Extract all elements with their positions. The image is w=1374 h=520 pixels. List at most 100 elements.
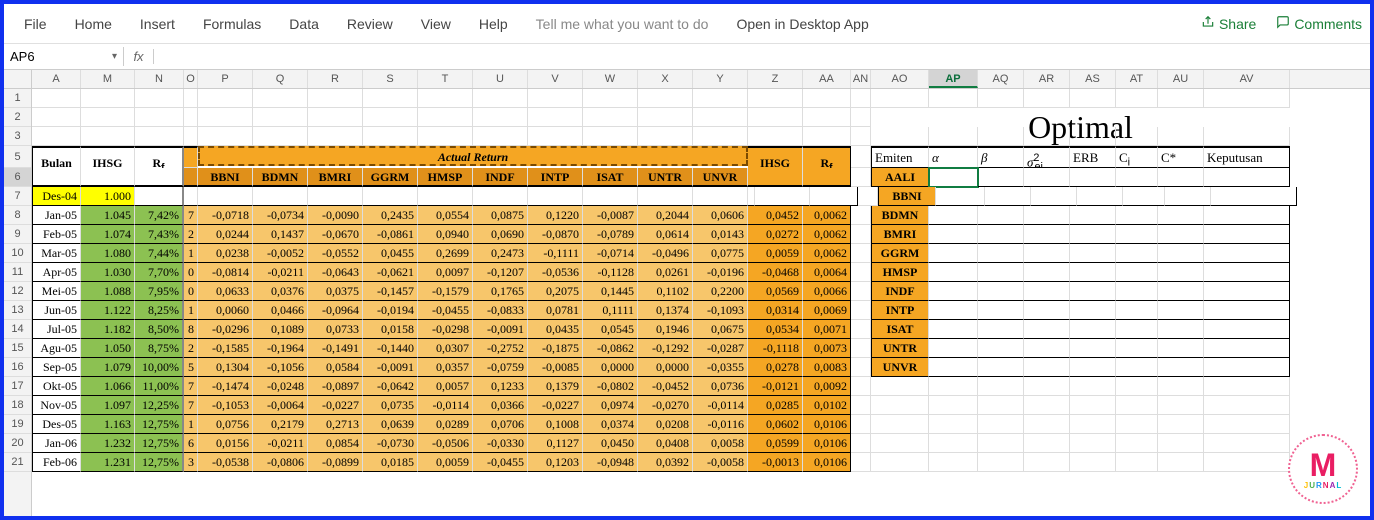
- cell[interactable]: 7,42%: [135, 206, 184, 225]
- cell[interactable]: Agu-05: [32, 339, 81, 358]
- cell[interactable]: 0,0569: [748, 282, 803, 301]
- cell[interactable]: [851, 89, 871, 108]
- cell[interactable]: 0,0756: [198, 415, 253, 434]
- cell[interactable]: BBNI: [878, 187, 936, 206]
- cell[interactable]: 0,1379: [528, 377, 583, 396]
- cell[interactable]: [803, 127, 851, 146]
- cell[interactable]: Keputusan: [1204, 146, 1290, 168]
- cell[interactable]: 0,0238: [198, 244, 253, 263]
- cell[interactable]: -0,0090: [308, 206, 363, 225]
- cell[interactable]: -0,0298: [418, 320, 473, 339]
- cell[interactable]: [858, 187, 878, 206]
- cell[interactable]: 0,2699: [418, 244, 473, 263]
- cell[interactable]: 0,2473: [473, 244, 528, 263]
- cell[interactable]: -0,0330: [473, 434, 528, 453]
- cell[interactable]: 0,0158: [363, 320, 418, 339]
- name-box-dropdown-icon[interactable]: ▾: [112, 51, 117, 62]
- cell[interactable]: -0,0621: [363, 263, 418, 282]
- row-header[interactable]: 11: [4, 263, 31, 282]
- cell[interactable]: 12,75%: [135, 453, 184, 472]
- cell[interactable]: GGRM: [871, 244, 929, 263]
- cell[interactable]: Feb-06: [32, 453, 81, 472]
- cell[interactable]: -0,0194: [363, 301, 418, 320]
- cell[interactable]: [184, 146, 198, 168]
- cell[interactable]: -0,0455: [418, 301, 473, 320]
- cell[interactable]: [1204, 282, 1290, 301]
- cell[interactable]: 0,0606: [693, 206, 748, 225]
- cell[interactable]: 0,1233: [473, 377, 528, 396]
- cell[interactable]: [851, 263, 871, 282]
- cell[interactable]: [851, 320, 871, 339]
- cell[interactable]: [184, 187, 198, 206]
- cell[interactable]: -0,0789: [583, 225, 638, 244]
- cell[interactable]: [135, 108, 184, 127]
- cell[interactable]: [1204, 320, 1290, 339]
- row-header[interactable]: 21: [4, 453, 31, 472]
- col-header[interactable]: P: [198, 70, 253, 88]
- cell[interactable]: [1204, 358, 1290, 377]
- cell[interactable]: -0,0536: [528, 263, 583, 282]
- cell[interactable]: 0,0452: [748, 206, 803, 225]
- row-header[interactable]: 8: [4, 206, 31, 225]
- cell[interactable]: 0,0071: [803, 320, 851, 339]
- cell[interactable]: -0,0899: [308, 453, 363, 472]
- cell[interactable]: [851, 339, 871, 358]
- cell[interactable]: 0,0599: [748, 434, 803, 453]
- cell[interactable]: [1024, 453, 1070, 472]
- cell[interactable]: 0,0244: [198, 225, 253, 244]
- cell[interactable]: 0,0069: [803, 301, 851, 320]
- cell[interactable]: 0,0066: [803, 282, 851, 301]
- row-header[interactable]: 10: [4, 244, 31, 263]
- cell[interactable]: BMRI: [871, 225, 929, 244]
- cell[interactable]: [1116, 263, 1158, 282]
- col-header[interactable]: U: [473, 70, 528, 88]
- cell[interactable]: [1024, 127, 1070, 146]
- col-header[interactable]: R: [308, 70, 363, 88]
- cell[interactable]: [978, 339, 1024, 358]
- cell[interactable]: [81, 108, 135, 127]
- cell[interactable]: -0,0802: [583, 377, 638, 396]
- cell[interactable]: -0,0870: [528, 225, 583, 244]
- cell[interactable]: [253, 108, 308, 127]
- cell[interactable]: 0,1203: [528, 453, 583, 472]
- cell[interactable]: IHSG: [748, 146, 803, 168]
- col-header[interactable]: AV: [1204, 70, 1290, 88]
- cell[interactable]: BDMN: [871, 206, 929, 225]
- cell[interactable]: [929, 168, 978, 187]
- cell[interactable]: [1024, 301, 1070, 320]
- cell[interactable]: -0,0085: [528, 358, 583, 377]
- cell[interactable]: [851, 434, 871, 453]
- cell[interactable]: 8,75%: [135, 339, 184, 358]
- cell[interactable]: 0,0261: [638, 263, 693, 282]
- cell[interactable]: 0,0092: [803, 377, 851, 396]
- cell[interactable]: [418, 127, 473, 146]
- cell[interactable]: 0,0374: [583, 415, 638, 434]
- cell[interactable]: [184, 127, 198, 146]
- cell[interactable]: [851, 225, 871, 244]
- cell[interactable]: 3: [184, 453, 198, 472]
- col-header[interactable]: A: [32, 70, 81, 88]
- cell[interactable]: 0,0633: [198, 282, 253, 301]
- cell[interactable]: 7: [184, 396, 198, 415]
- cell[interactable]: 0,0106: [803, 415, 851, 434]
- cell[interactable]: [308, 108, 363, 127]
- col-header[interactable]: AU: [1158, 70, 1204, 88]
- cell[interactable]: [851, 301, 871, 320]
- cell[interactable]: [851, 244, 871, 263]
- cell[interactable]: [583, 187, 638, 206]
- cell[interactable]: 0,0545: [583, 320, 638, 339]
- cell[interactable]: -0,0714: [583, 244, 638, 263]
- cell[interactable]: [978, 263, 1024, 282]
- cell[interactable]: [871, 453, 929, 472]
- cell[interactable]: -0,0013: [748, 453, 803, 472]
- menu-insert[interactable]: Insert: [140, 16, 175, 32]
- cell[interactable]: [929, 320, 978, 339]
- col-header[interactable]: Z: [748, 70, 803, 88]
- cell[interactable]: 0,0602: [748, 415, 803, 434]
- cell[interactable]: [638, 108, 693, 127]
- cell[interactable]: [1158, 377, 1204, 396]
- cell[interactable]: [363, 108, 418, 127]
- cell[interactable]: [978, 244, 1024, 263]
- cell[interactable]: [693, 187, 748, 206]
- cell[interactable]: [1070, 263, 1116, 282]
